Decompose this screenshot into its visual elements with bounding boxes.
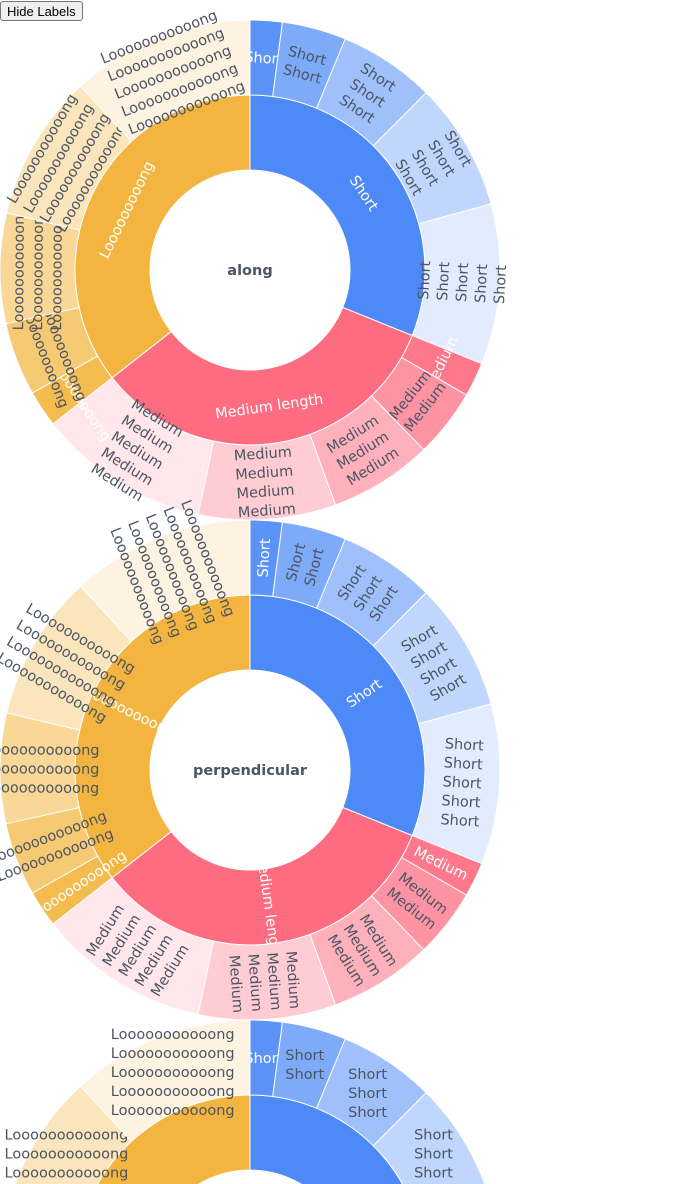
outer-label-medium-4: MediumMediumMediumMedium <box>225 951 302 1014</box>
outer-label-short-1: Short <box>244 1051 283 1067</box>
outer-slice-short-4[interactable] <box>372 1091 491 1184</box>
outer-label-medium-4: MediumMediumMediumMedium <box>233 445 296 522</box>
outer-label-short-1: Short <box>244 50 284 69</box>
outer-label-short-1: Short <box>256 538 275 578</box>
outer-slice-looooooooong-5[interactable] <box>79 1019 251 1143</box>
center-label: along <box>227 263 272 279</box>
sunburst-along: ShortShort ShortShort ShortShortShortShort… <box>0 8 510 522</box>
sunburst-perpendicular: ShortShort ShortShort ShortShortShortShort… <box>0 498 501 1021</box>
outer-label-short-4: ShortShortShortShort <box>414 1127 453 1184</box>
outer-slice-looooooooong-5[interactable] <box>79 519 251 643</box>
sunburst-horizontal: Short Short Short Short Short ShortShort Short… <box>5 1019 491 1184</box>
center-label: perpendicular <box>193 763 308 779</box>
outer-label-looooooooooong-3: Looooooooooong Looooooooooong Looooooooooo… <box>11 206 66 330</box>
hide-labels-button[interactable]: Hide Labels <box>0 1 83 21</box>
outer-label-looooooooooong-4: LooooooooooongLooooooooooongLooooooooooo… <box>0 601 138 726</box>
outer-label-short-5: ShortShortShortShortShort <box>440 736 485 830</box>
outer-label-looooooooooong-3: Looooooooooong Looooooooooong Looooooooooo… <box>0 742 100 797</box>
outer-label-looooooooooong-5: LooooooooooongLooooooooooongLooooooooooo… <box>106 498 237 647</box>
outer-label-short-5: ShortShortShortShortShort <box>416 260 510 305</box>
outer-slice-looooooooong-5[interactable] <box>79 19 251 143</box>
